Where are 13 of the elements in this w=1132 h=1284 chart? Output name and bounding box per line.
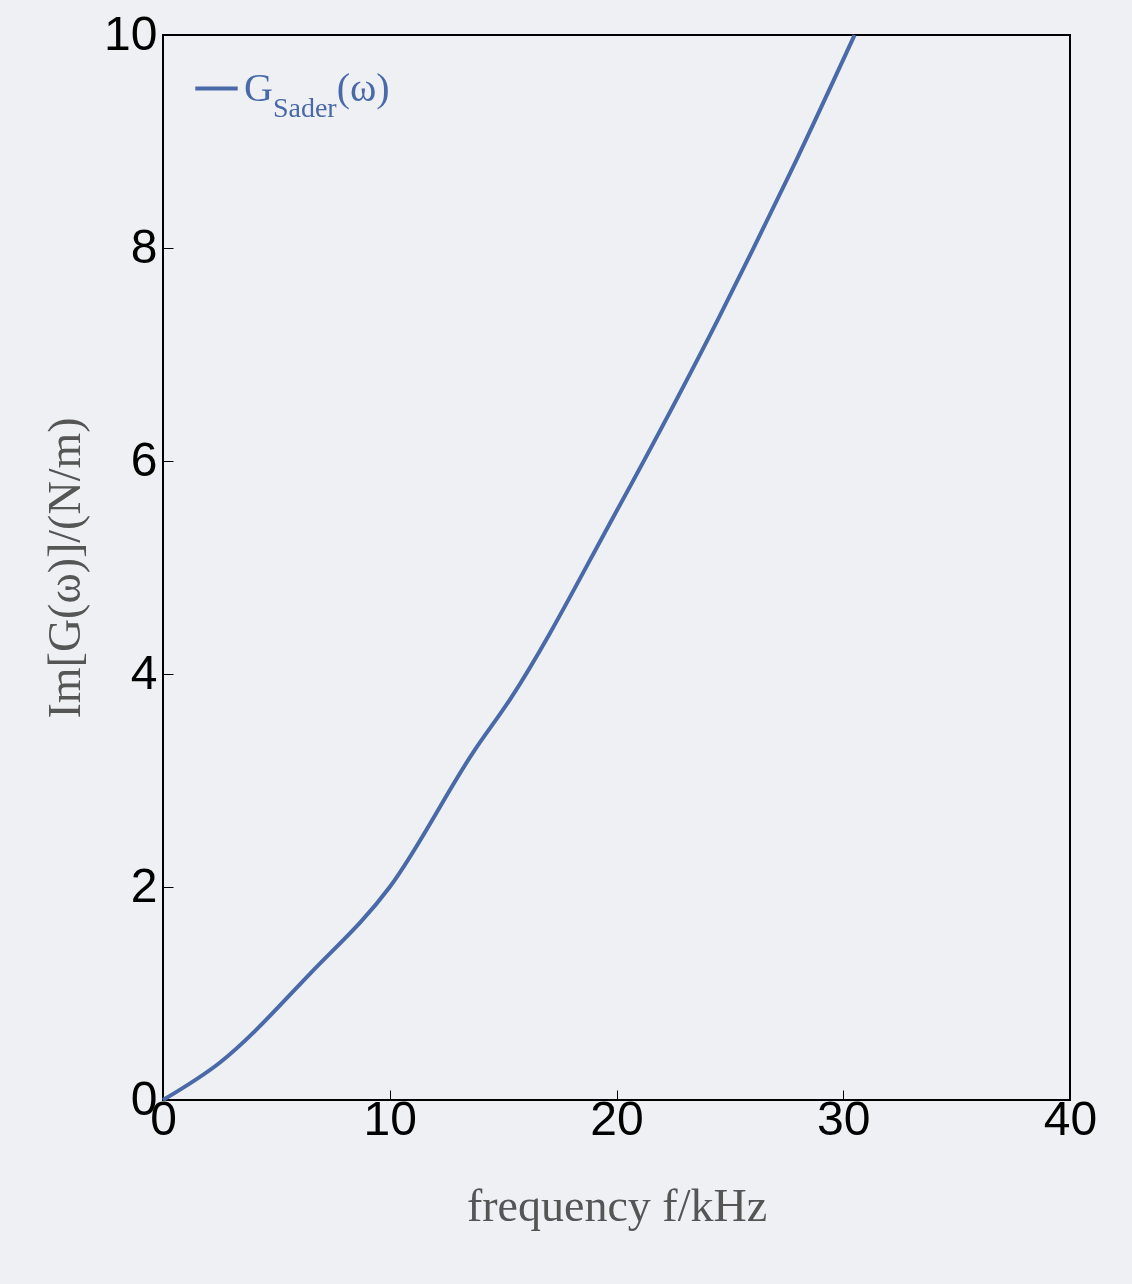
y-tick-label: 6 <box>130 432 158 486</box>
x-tick-label: 20 <box>590 1091 644 1145</box>
legend-label: G$_{Sader}$(ω) <box>244 64 390 122</box>
y-tick-label: 8 <box>130 219 158 273</box>
x-tick-label: 10 <box>363 1091 417 1145</box>
x-tick-label: 30 <box>817 1091 871 1145</box>
line-series <box>161 33 857 1102</box>
y-tick-label: 4 <box>130 645 158 699</box>
y-axis-title: Im[G(ω)]/(N/m) <box>39 417 91 719</box>
x-axis-title: frequency f/kHz <box>466 1179 768 1231</box>
y-tick-label: 2 <box>130 858 158 912</box>
x-tick-label: 40 <box>1043 1091 1098 1145</box>
y-tick-label: 10 <box>104 6 158 60</box>
